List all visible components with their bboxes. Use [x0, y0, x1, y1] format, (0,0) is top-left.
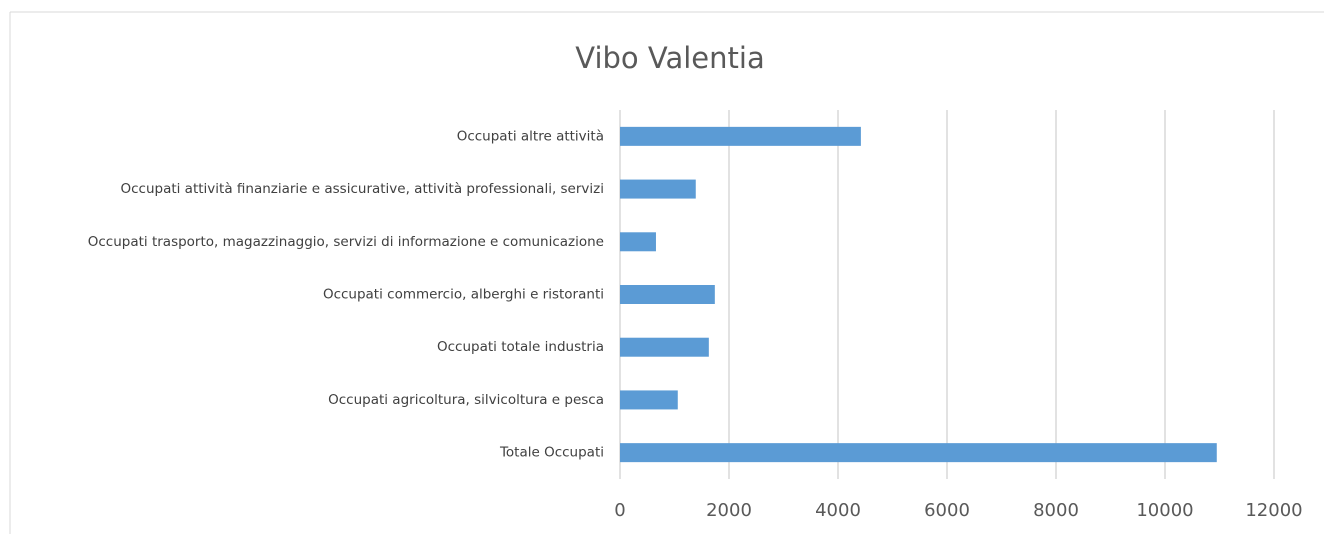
- x-tick-label: 4000: [815, 500, 861, 521]
- y-tick-label: Totale Occupati: [499, 445, 604, 461]
- chart-title: Vibo Valentia: [575, 41, 764, 75]
- bar: [620, 232, 656, 252]
- x-tick-label: 10000: [1136, 500, 1193, 521]
- bar: [620, 285, 715, 304]
- x-tick-label: 0: [614, 500, 625, 521]
- y-tick-label: Occupati commercio, alberghi e ristorant…: [323, 287, 604, 303]
- bar: [620, 390, 678, 410]
- x-tick-label: 8000: [1033, 500, 1079, 521]
- y-tick-label: Occupati attività finanziarie e assicura…: [120, 181, 604, 197]
- bar: [620, 443, 1217, 463]
- y-tick-label: Occupati altre attività: [457, 128, 604, 144]
- bar: [620, 337, 709, 357]
- x-tick-label: 2000: [706, 500, 752, 521]
- y-tick-label: Occupati totale industria: [437, 339, 604, 355]
- x-tick-label: 6000: [924, 500, 970, 521]
- y-tick-label: Occupati agricoltura, silvicoltura e pes…: [328, 392, 604, 408]
- x-tick-label: 12000: [1245, 500, 1302, 521]
- y-tick-label: Occupati trasporto, magazzinaggio, servi…: [88, 234, 604, 250]
- bar: [620, 126, 861, 146]
- bar: [620, 179, 696, 199]
